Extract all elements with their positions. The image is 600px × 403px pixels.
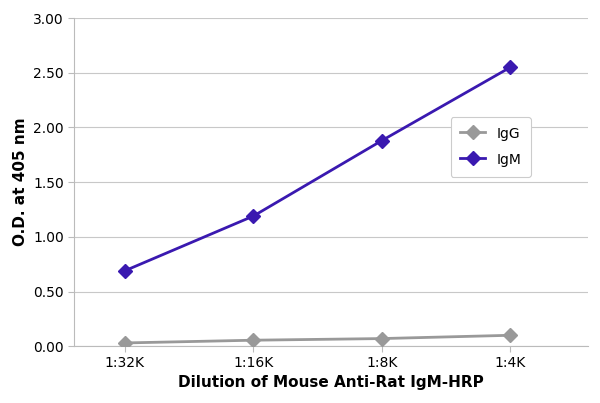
X-axis label: Dilution of Mouse Anti-Rat IgM-HRP: Dilution of Mouse Anti-Rat IgM-HRP — [178, 376, 484, 391]
IgG — [121, 341, 128, 345]
Legend: IgG, IgM: IgG, IgM — [451, 117, 531, 177]
Y-axis label: O.D. at 405 nm: O.D. at 405 nm — [13, 118, 28, 246]
IgM — [121, 268, 128, 273]
IgG — [379, 336, 386, 341]
Line: IgM: IgM — [120, 62, 515, 276]
IgG — [507, 333, 514, 338]
IgG — [250, 338, 257, 343]
Line: IgG: IgG — [120, 330, 515, 348]
IgM — [507, 65, 514, 70]
IgM — [379, 138, 386, 143]
IgM — [250, 214, 257, 218]
